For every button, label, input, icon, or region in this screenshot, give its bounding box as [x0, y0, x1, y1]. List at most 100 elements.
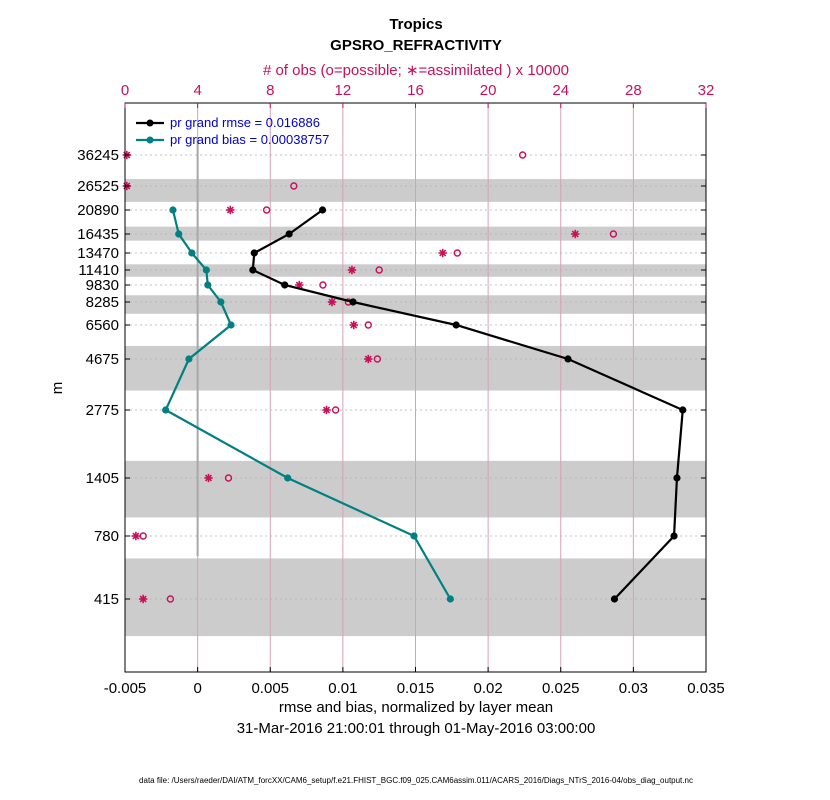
assimilated-obs-marker — [327, 297, 337, 307]
assimilated-obs-marker — [438, 248, 447, 258]
x-tick-label: 0 — [193, 680, 201, 697]
top-tick-label: 0 — [121, 82, 129, 99]
rmse-point — [679, 406, 687, 414]
bias-point — [162, 406, 170, 414]
x-tick-label: 0.03 — [619, 680, 648, 697]
rmse-point — [281, 281, 289, 289]
bias-point — [185, 355, 193, 363]
y-tick-label: 13470 — [77, 245, 119, 262]
top-tick-label: 24 — [552, 82, 569, 99]
y-tick-label: 9830 — [86, 277, 119, 294]
chart-subtitle: GPSRO_REFRACTIVITY — [330, 37, 502, 54]
star-stroke — [226, 206, 234, 214]
possible-obs-marker — [375, 266, 383, 274]
top-axis-label: # of obs (o=possible; ∗=assimilated ) x … — [263, 62, 569, 79]
assimilated-obs-marker — [131, 531, 141, 541]
y-tick-label: 6560 — [86, 317, 119, 334]
assimilated-obs-marker — [571, 229, 580, 239]
y-axis-label: m — [49, 382, 66, 395]
date-range: 31-Mar-2016 21:00:01 through 01-May-2016… — [237, 720, 596, 737]
star-stroke — [328, 298, 336, 306]
bias-point — [202, 266, 210, 274]
assimilated-obs-marker — [226, 205, 235, 215]
x-tick-label: -0.005 — [104, 680, 147, 697]
legend: pr grand rmse = 0.016886 pr grand bias =… — [136, 115, 329, 147]
bias-point — [204, 281, 212, 289]
grid-lines — [125, 103, 706, 672]
possible-obs-marker — [364, 321, 372, 329]
x-tick-label: 0.01 — [328, 680, 357, 697]
rmse-point — [285, 230, 293, 238]
legend-rmse-label: pr grand rmse = 0.016886 — [170, 115, 320, 130]
legend-rmse-marker — [146, 119, 154, 127]
bias-point — [284, 474, 292, 482]
star-stroke — [571, 230, 579, 238]
rmse-point — [249, 266, 257, 274]
x-tick-label: 0.005 — [251, 680, 289, 697]
possible-obs-marker — [224, 474, 233, 482]
y-tick-label: 4675 — [86, 351, 119, 368]
bias-line — [164, 209, 452, 600]
y-tick-label: 780 — [94, 528, 119, 545]
y-tick-label: 8285 — [86, 294, 119, 311]
assimilated-obs-marker — [138, 594, 148, 604]
bias-point — [217, 298, 225, 306]
star-stroke — [204, 474, 213, 482]
rmse-point — [318, 206, 327, 214]
bias-point — [169, 206, 177, 214]
star-stroke — [322, 406, 331, 414]
possible-obs-marker — [139, 532, 147, 540]
rmse-point — [564, 355, 572, 363]
y-tick-label: 16435 — [77, 226, 119, 243]
bias-point — [410, 532, 418, 540]
top-tick-label: 32 — [698, 82, 715, 99]
x-axis-label: rmse and bias, normalized by layer mean — [279, 699, 553, 716]
rmse-point — [673, 474, 681, 482]
x-tick-label: 0.015 — [397, 680, 435, 697]
rmse-point — [670, 532, 678, 540]
star-stroke — [350, 321, 358, 329]
y-tick-label: 415 — [94, 591, 119, 608]
y-tick-label: 20890 — [77, 202, 119, 219]
possible-obs-marker — [319, 281, 327, 289]
assimilated-obs-marker — [347, 265, 357, 275]
assimilated-obs-marker — [322, 405, 331, 415]
star-stroke — [439, 249, 447, 257]
star-stroke — [139, 595, 147, 603]
rmse-point — [250, 249, 258, 257]
bias-point — [188, 249, 196, 257]
possible-obs-marker — [373, 355, 382, 363]
possible-obs-marker — [453, 249, 461, 257]
assimilated-obs-marker — [204, 473, 213, 483]
top-tick-label: 4 — [193, 82, 201, 99]
y-tick-label: 2775 — [86, 402, 119, 419]
bias-point — [227, 321, 235, 329]
y-tick-label: 11410 — [78, 262, 119, 279]
top-tick-label: 16 — [407, 82, 424, 99]
rmse-point — [349, 298, 357, 306]
x-tick-label: 0.025 — [542, 680, 580, 697]
star-stroke — [295, 281, 303, 289]
top-tick-label: 28 — [625, 82, 642, 99]
y-tick-label: 1405 — [86, 470, 119, 487]
top-tick-label: 12 — [335, 82, 352, 99]
legend-bias-marker — [146, 136, 154, 144]
assimilated-obs-marker — [364, 354, 373, 364]
data-file-footer: data file: /Users/raeder/DAI/ATM_forcXX/… — [139, 776, 693, 785]
series-lines — [162, 206, 687, 603]
legend-bias-label: pr grand bias = 0.00038757 — [170, 132, 329, 147]
possible-obs-marker — [331, 406, 340, 414]
possible-obs-marker — [609, 230, 618, 238]
possible-obs-marker — [166, 595, 175, 603]
rmse-line — [251, 209, 684, 600]
rmse-point — [452, 321, 460, 329]
top-tick-label: 8 — [266, 82, 274, 99]
top-tick-label: 20 — [480, 82, 497, 99]
star-stroke — [132, 532, 140, 540]
x-tick-label: 0.035 — [687, 680, 725, 697]
x-tick-label: 0.02 — [474, 680, 503, 697]
chart-title: Tropics — [389, 16, 442, 33]
y-tick-label: 26525 — [77, 178, 119, 195]
y-tick-label: 36245 — [77, 147, 119, 164]
